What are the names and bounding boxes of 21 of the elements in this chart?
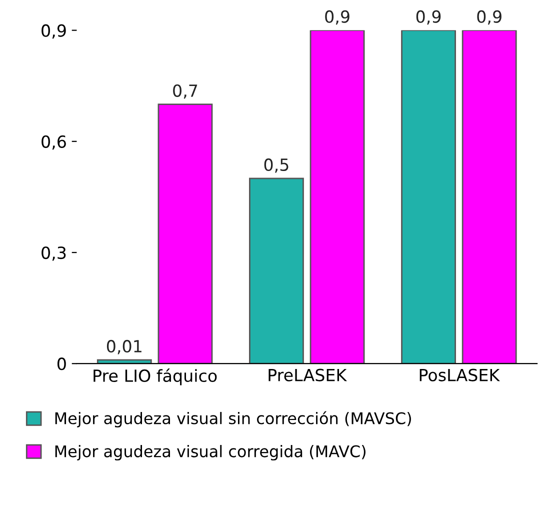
legend-label: Mejor agudeza visual sin corrección (MAVSC): [55, 411, 411, 428]
y-tick-label: 0,3: [42, 246, 66, 261]
data-label: 0,01: [106, 340, 142, 354]
bar: [310, 30, 365, 364]
y-tick-label: 0,6: [42, 135, 66, 150]
y-tick-label: 0,9: [42, 24, 66, 39]
bar: [249, 178, 304, 364]
x-tick-label: PreLASEK: [268, 368, 348, 382]
data-label: 0,9: [416, 10, 441, 25]
y-tick-label: 0: [57, 358, 66, 370]
bar: [158, 104, 213, 364]
x-tick-label: Pre LIO fáquico: [94, 368, 217, 386]
bar: [401, 30, 456, 364]
legend-label: Mejor agudeza visual corregida (MAVC): [55, 444, 366, 460]
bar: [96, 359, 152, 364]
x-tick-label: PosLASEK: [420, 368, 500, 382]
data-label: 0,5: [264, 158, 288, 173]
bar: [462, 30, 517, 364]
data-label: 0,7: [173, 84, 198, 99]
data-label: 0,9: [477, 10, 502, 25]
data-label: 0,9: [325, 10, 350, 25]
